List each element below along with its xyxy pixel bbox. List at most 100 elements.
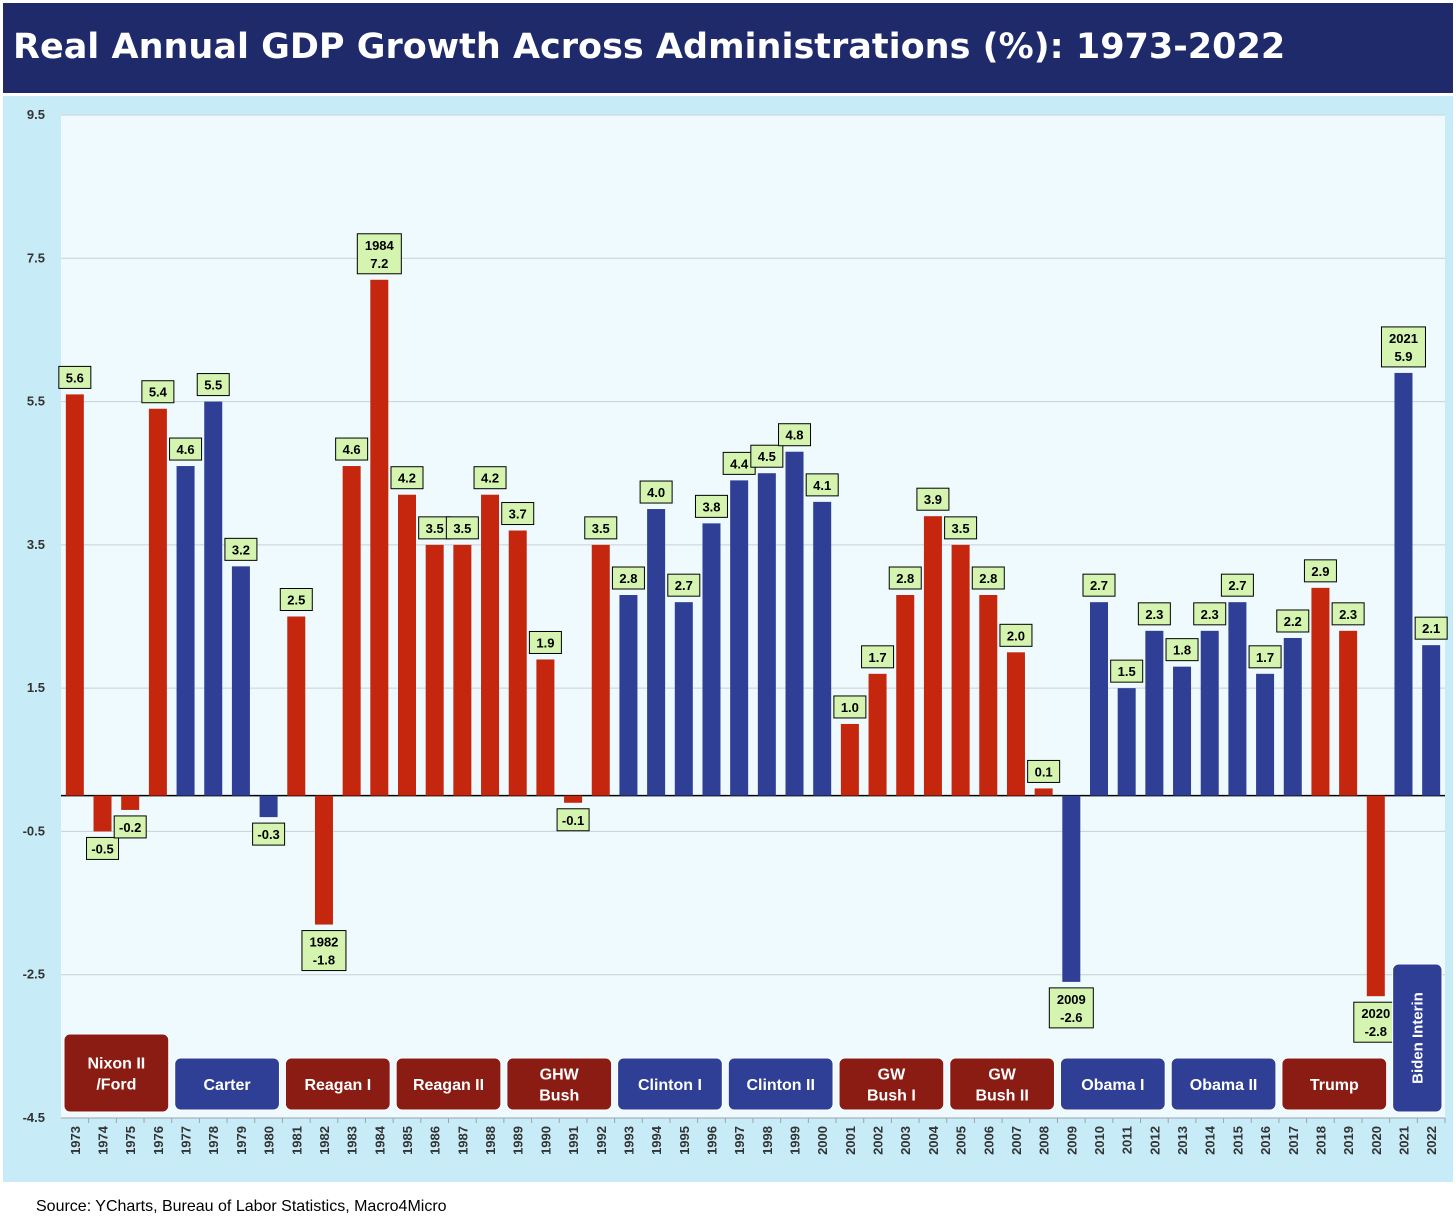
data-label-box <box>1110 659 1144 683</box>
data-label-value: 2.3 <box>1201 607 1219 622</box>
data-label-value: 3.5 <box>592 521 610 536</box>
admin-clinton-i: Clinton I <box>617 1057 723 1111</box>
data-label-value: 4.1 <box>813 478 831 493</box>
chart-frame: 9.5 7.5 5.5 3.5 1.5 -0.5 -2.5 -4.5 5.6 -0.5 -0.2 5.… <box>3 96 1453 1182</box>
bar-1984 <box>370 279 389 796</box>
data-label-2003: 2.8 <box>888 566 922 590</box>
data-label-box <box>1414 616 1448 640</box>
bar-2007 <box>1006 652 1025 796</box>
data-label-year: 1984 <box>365 238 395 253</box>
x-tick-label: 1982 <box>317 1126 332 1155</box>
admin-box <box>284 1057 391 1111</box>
x-tick-label: 1985 <box>400 1126 415 1155</box>
data-label-value: 3.2 <box>232 542 250 557</box>
admin-label: Bush <box>539 1088 579 1105</box>
admin-label: Reagan II <box>413 1077 484 1094</box>
data-label-value: 2.1 <box>1422 621 1440 636</box>
admin-label: Carter <box>204 1077 251 1094</box>
data-label-box <box>944 516 978 540</box>
bar-1995 <box>674 602 693 796</box>
data-label-box <box>1276 609 1310 633</box>
bar-1981 <box>287 616 306 796</box>
bar-2001 <box>840 723 859 796</box>
admin-label: Trump <box>1310 1077 1359 1094</box>
data-label-value: 3.5 <box>426 521 444 536</box>
data-label-1985: 4.2 <box>390 466 424 490</box>
x-tick-label: 1987 <box>455 1126 470 1155</box>
data-label-box <box>1082 573 1116 597</box>
bar-1978 <box>204 401 223 796</box>
admin-box <box>617 1057 723 1111</box>
admin-box <box>949 1057 1055 1111</box>
admin-label: Clinton I <box>638 1077 702 1094</box>
data-label-box <box>390 466 424 490</box>
data-label-2013: 1.8 <box>1165 638 1199 662</box>
admin-box <box>1281 1057 1388 1111</box>
admin-label: /Ford <box>96 1077 136 1094</box>
bar-1987 <box>453 544 472 796</box>
admin-box <box>174 1057 280 1111</box>
data-label-value: -0.5 <box>91 841 113 856</box>
data-label-box <box>1027 759 1061 783</box>
bar-1996 <box>702 523 721 796</box>
data-label-2006: 2.8 <box>971 566 1005 590</box>
data-label-2009: 2009 -2.6 <box>1048 987 1094 1029</box>
data-label-value: 2.7 <box>1228 578 1246 593</box>
x-tick-label: 1997 <box>732 1126 747 1155</box>
bar-2010 <box>1090 602 1108 796</box>
data-label-2005: 3.5 <box>944 516 978 540</box>
data-label-2011: 1.5 <box>1110 659 1144 683</box>
x-tick-label: 1979 <box>234 1126 249 1155</box>
data-label-1988: 4.2 <box>473 466 507 490</box>
bar-2017 <box>1283 637 1302 796</box>
data-label-2016: 1.7 <box>1248 645 1282 669</box>
admin-biden-interin: Biden Interin <box>1392 963 1443 1113</box>
x-tick-label: 2001 <box>843 1126 858 1155</box>
data-label-1984: 1984 7.2 <box>356 233 402 275</box>
data-label-2020: 2020 -2.8 <box>1353 1001 1399 1043</box>
x-tick-label: 1996 <box>704 1126 719 1155</box>
y-tick-label: 5.5 <box>27 394 45 409</box>
x-tick-label: 1993 <box>621 1126 636 1155</box>
x-tick-label: 2018 <box>1313 1126 1328 1155</box>
admin-box <box>1059 1057 1166 1111</box>
admin-gw-bush-i: GW Bush I <box>838 1057 945 1111</box>
data-label-box <box>445 516 479 540</box>
data-label-1994: 4.0 <box>639 480 673 504</box>
data-label-1989: 3.7 <box>501 502 535 526</box>
data-label-2019: 2.3 <box>1331 602 1365 626</box>
data-label-value: -0.1 <box>562 813 584 828</box>
data-label-value: 2.9 <box>1311 564 1329 579</box>
data-label-value: 3.7 <box>509 507 527 522</box>
x-tick-label: 1983 <box>345 1126 360 1155</box>
admin-box <box>727 1057 834 1111</box>
x-tick-label: 2014 <box>1203 1125 1218 1155</box>
admin-box <box>1170 1057 1277 1111</box>
bar-1993 <box>619 595 638 796</box>
data-label-value: 1.8 <box>1173 643 1191 658</box>
source-note: Source: YCharts, Bureau of Labor Statist… <box>36 1198 447 1215</box>
data-label-box <box>1137 602 1171 626</box>
data-label-box <box>473 466 507 490</box>
admin-trump: Trump <box>1281 1057 1388 1111</box>
admin-label: Clinton II <box>746 1077 814 1094</box>
x-tick-label: 1992 <box>594 1126 609 1155</box>
data-label-value: -2.8 <box>1365 1024 1387 1039</box>
data-label-value: 4.8 <box>785 428 803 443</box>
y-tick-label: 1.5 <box>27 680 45 695</box>
data-label-value: 2.3 <box>1145 607 1163 622</box>
bar-1980 <box>259 795 278 818</box>
x-tick-label: 1980 <box>262 1126 277 1155</box>
bar-2011 <box>1117 688 1136 796</box>
bar-2004 <box>923 516 942 796</box>
bar-2021 <box>1394 372 1413 796</box>
data-label-box <box>584 516 618 540</box>
data-label-value: 1.7 <box>1256 650 1274 665</box>
bar-2000 <box>813 501 832 796</box>
bar-2006 <box>979 595 998 796</box>
bar-2009 <box>1062 795 1081 982</box>
y-tick-label: -4.5 <box>23 1110 45 1125</box>
admin-label: Bush I <box>867 1088 916 1105</box>
y-tick-label: 9.5 <box>27 107 45 122</box>
bar-2008 <box>1034 788 1053 796</box>
